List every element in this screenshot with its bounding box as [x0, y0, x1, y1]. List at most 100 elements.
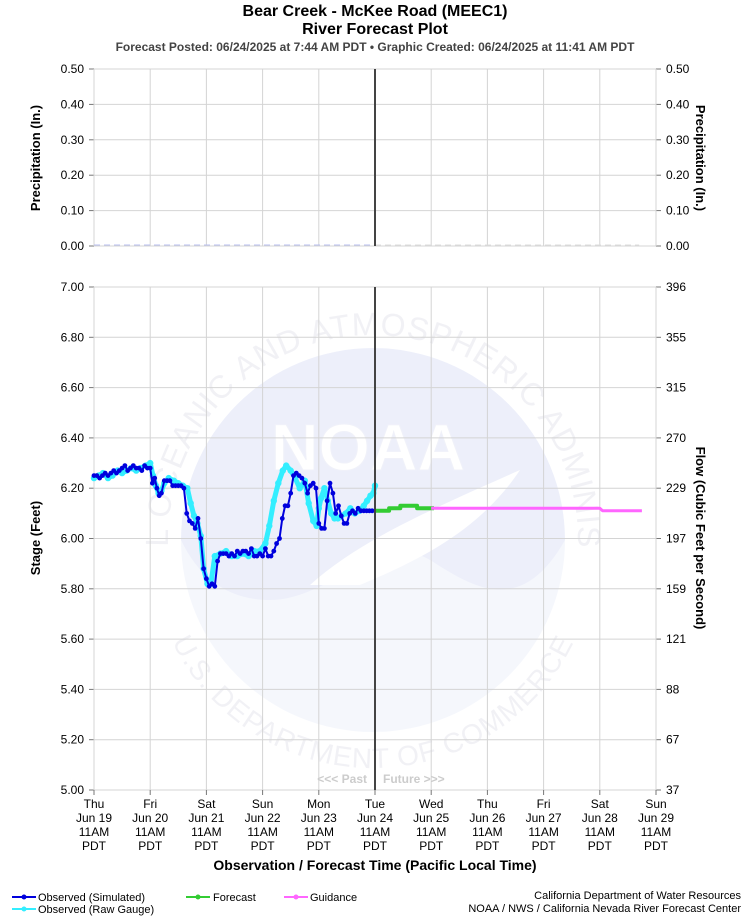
credit-noaa: NOAA / NWS / California Nevada River For… — [468, 903, 741, 915]
forecast-line — [375, 503, 434, 513]
observed-simulated-point — [288, 490, 294, 496]
watermark-logo-text: NOAA — [271, 410, 465, 484]
x-axis-label: Observation / Forecast Time (Pacific Loc… — [213, 857, 536, 873]
observed-raw-point — [328, 510, 335, 517]
observed-raw-point — [296, 485, 303, 492]
observed-simulated-point — [302, 480, 308, 486]
stage-tick-label-right: 121 — [666, 632, 686, 646]
stage-tick-label-right: 159 — [666, 582, 686, 596]
legend-swatch-marker — [293, 894, 299, 900]
stage-tick-label-right: 355 — [666, 330, 686, 344]
stage-tick-label-left: 6.40 — [61, 431, 85, 445]
observed-raw-point — [283, 462, 290, 469]
observed-raw-point — [184, 485, 191, 492]
observed-simulated-point — [122, 463, 128, 468]
observed-raw-point — [262, 540, 269, 547]
observed-simulated-point — [246, 551, 252, 556]
observed-simulated-point — [181, 485, 187, 491]
precip-tick-label-right: 0.00 — [666, 239, 690, 253]
observed-simulated-point — [310, 480, 316, 486]
observed-simulated-point — [212, 583, 218, 589]
observed-raw-point — [187, 500, 194, 507]
legend-label: Guidance — [310, 892, 357, 904]
precip-tick-label-left: 0.50 — [61, 62, 85, 76]
observed-simulated-point — [154, 485, 160, 491]
credit-dwr: California Department of Water Resources — [534, 890, 741, 902]
observed-simulated-point — [260, 553, 265, 559]
observed-simulated-point — [336, 503, 341, 509]
x-tick-label: Sun — [252, 797, 273, 811]
precip-tick-label-left: 0.20 — [61, 168, 85, 182]
x-tick-label: PDT — [419, 839, 444, 853]
stage-tick-label-right: 315 — [666, 381, 686, 395]
precip-tick-label-left: 0.40 — [61, 97, 85, 111]
legend-label: Forecast — [213, 892, 256, 904]
observed-simulated-point — [338, 513, 344, 519]
observed-raw-point — [321, 485, 328, 492]
x-tick-label: 11AM — [360, 825, 390, 839]
x-tick-label: Fri — [537, 797, 551, 811]
x-tick-label: 11AM — [528, 825, 558, 839]
x-tick-label: 11AM — [585, 825, 615, 839]
observed-simulated-point — [333, 511, 339, 516]
x-tick-label: Jun 24 — [357, 811, 393, 825]
observed-raw-point — [266, 522, 273, 530]
x-tick-label: PDT — [588, 839, 613, 853]
legend-swatch-marker — [195, 894, 201, 900]
x-tick-label: 11AM — [79, 825, 109, 839]
x-tick-label: PDT — [532, 839, 557, 853]
precip-tick-label-right: 0.50 — [666, 62, 690, 76]
x-tick-label: PDT — [82, 839, 107, 853]
observed-simulated-point — [330, 490, 336, 496]
watermark-sky — [181, 348, 565, 600]
observed-simulated-point — [268, 553, 274, 559]
x-tick-label: 11AM — [191, 825, 221, 839]
observed-simulated-point — [167, 478, 173, 484]
legend-label: Observed (Simulated) — [38, 892, 145, 904]
observed-simulated-point — [352, 511, 358, 516]
observed-simulated-point — [316, 521, 322, 526]
precip-tick-label-left: 0.10 — [61, 204, 85, 218]
stage-tick-label-left: 5.00 — [61, 783, 85, 797]
observed-raw-point — [270, 497, 277, 504]
observed-raw-point — [279, 467, 286, 474]
x-tick-label: Jun 27 — [526, 811, 562, 825]
observed-simulated-point — [322, 526, 327, 531]
observed-simulated-point — [204, 576, 209, 582]
observed-raw-point — [360, 502, 367, 509]
observed-simulated-point — [192, 526, 198, 531]
x-tick-label: 11AM — [472, 825, 502, 839]
observed-raw-point — [190, 512, 198, 520]
x-tick-label: Sat — [591, 797, 610, 811]
x-tick-label: PDT — [475, 839, 500, 853]
observed-simulated-point — [313, 485, 319, 491]
watermark-bird — [310, 470, 520, 585]
observed-simulated-point — [150, 480, 155, 486]
legend-item-guidance: Guidance — [284, 892, 357, 904]
stage-tick-label-right: 67 — [666, 733, 680, 747]
observed-raw-point — [305, 500, 312, 507]
legend-label: Observed (Raw Gauge) — [38, 904, 154, 916]
observed-simulated-point — [249, 546, 254, 551]
chart-title: Bear Creek - McKee Road (MEEC1) — [242, 3, 508, 20]
stage-tick-label-left: 7.00 — [61, 280, 85, 294]
observed-raw-point — [317, 495, 325, 502]
observed-simulated-point — [189, 521, 195, 526]
stage-tick-label-right: 396 — [666, 280, 686, 294]
x-tick-label: Sat — [197, 797, 216, 811]
stage-tick-label-right: 229 — [666, 481, 686, 495]
x-tick-label: PDT — [644, 839, 669, 853]
stage-tick-label-left: 6.20 — [61, 481, 85, 495]
precip-tick-label-right: 0.20 — [666, 168, 690, 182]
stage-tick-label-left: 6.00 — [61, 532, 85, 546]
legend-item-forecast: Forecast — [186, 892, 256, 904]
legend-item-observed-raw: Observed (Raw Gauge) — [12, 904, 154, 916]
observed-simulated-point — [147, 465, 153, 471]
x-tick-label: Jun 26 — [469, 811, 505, 825]
precip-tick-label-right: 0.30 — [666, 133, 690, 147]
stage-tick-label-left: 5.40 — [61, 682, 85, 696]
x-tick-label: Mon — [307, 797, 330, 811]
legend-item-observed-simulated: Observed (Simulated) — [12, 892, 145, 904]
stage-tick-label-left: 5.20 — [61, 733, 85, 747]
